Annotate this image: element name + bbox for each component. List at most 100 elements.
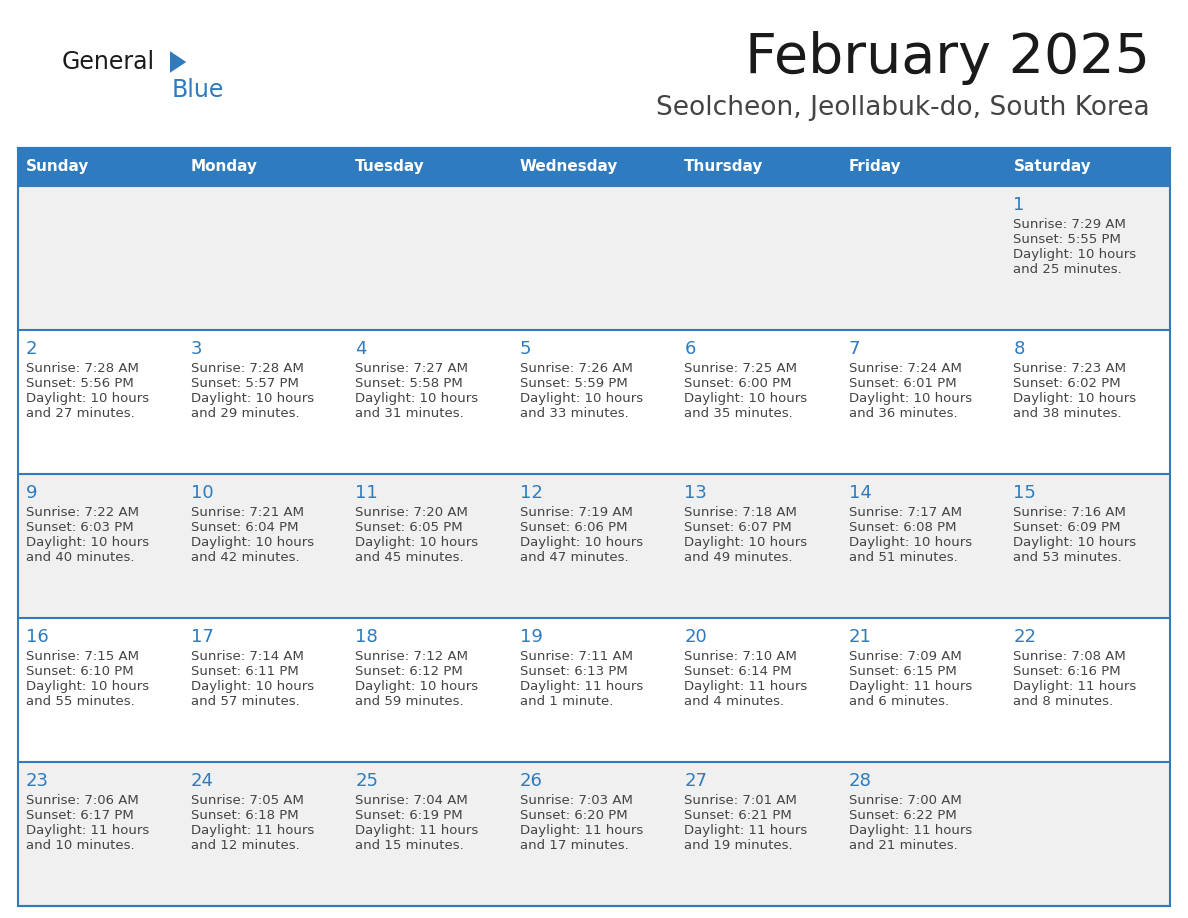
Text: Sunrise: 7:12 AM: Sunrise: 7:12 AM (355, 650, 468, 663)
Text: Daylight: 11 hours: Daylight: 11 hours (355, 824, 479, 837)
Text: and 38 minutes.: and 38 minutes. (1013, 407, 1121, 420)
Text: Daylight: 10 hours: Daylight: 10 hours (849, 392, 972, 405)
Text: Sunset: 5:55 PM: Sunset: 5:55 PM (1013, 233, 1121, 246)
Text: and 45 minutes.: and 45 minutes. (355, 551, 463, 564)
Text: and 21 minutes.: and 21 minutes. (849, 839, 958, 852)
Text: Sunset: 6:02 PM: Sunset: 6:02 PM (1013, 377, 1121, 390)
Text: Sunset: 6:14 PM: Sunset: 6:14 PM (684, 665, 792, 678)
Text: Sunrise: 7:23 AM: Sunrise: 7:23 AM (1013, 362, 1126, 375)
Text: and 49 minutes.: and 49 minutes. (684, 551, 792, 564)
Text: and 42 minutes.: and 42 minutes. (190, 551, 299, 564)
Text: 1: 1 (1013, 196, 1025, 214)
Bar (1005, 762, 1170, 906)
Bar (183, 474, 347, 618)
Text: Daylight: 11 hours: Daylight: 11 hours (519, 824, 643, 837)
Text: Seolcheon, Jeollabuk-do, South Korea: Seolcheon, Jeollabuk-do, South Korea (657, 95, 1150, 121)
Text: and 1 minute.: and 1 minute. (519, 695, 613, 708)
Text: Sunrise: 7:00 AM: Sunrise: 7:00 AM (849, 794, 961, 807)
Bar (347, 474, 512, 618)
Text: Sunset: 6:10 PM: Sunset: 6:10 PM (26, 665, 133, 678)
Text: Tuesday: Tuesday (355, 160, 425, 174)
Text: and 51 minutes.: and 51 minutes. (849, 551, 958, 564)
Text: and 53 minutes.: and 53 minutes. (1013, 551, 1123, 564)
Text: 14: 14 (849, 484, 872, 502)
Bar (512, 618, 676, 762)
Text: Daylight: 10 hours: Daylight: 10 hours (355, 680, 479, 693)
Bar (676, 186, 841, 330)
Text: Thursday: Thursday (684, 160, 764, 174)
Bar (183, 618, 347, 762)
Text: Sunset: 6:12 PM: Sunset: 6:12 PM (355, 665, 463, 678)
Text: and 29 minutes.: and 29 minutes. (190, 407, 299, 420)
Bar (1005, 330, 1170, 474)
Text: 10: 10 (190, 484, 213, 502)
Text: Sunrise: 7:22 AM: Sunrise: 7:22 AM (26, 506, 139, 519)
Text: Sunrise: 7:10 AM: Sunrise: 7:10 AM (684, 650, 797, 663)
Text: and 59 minutes.: and 59 minutes. (355, 695, 463, 708)
Text: and 25 minutes.: and 25 minutes. (1013, 263, 1123, 276)
Text: 20: 20 (684, 628, 707, 646)
Text: 18: 18 (355, 628, 378, 646)
Bar (347, 148, 512, 186)
Text: 19: 19 (519, 628, 543, 646)
Text: 5: 5 (519, 340, 531, 358)
Text: Sunrise: 7:20 AM: Sunrise: 7:20 AM (355, 506, 468, 519)
Text: 16: 16 (26, 628, 49, 646)
Text: Sunset: 6:16 PM: Sunset: 6:16 PM (1013, 665, 1121, 678)
Bar (676, 762, 841, 906)
Text: Sunrise: 7:06 AM: Sunrise: 7:06 AM (26, 794, 139, 807)
Text: Sunset: 6:01 PM: Sunset: 6:01 PM (849, 377, 956, 390)
Text: and 8 minutes.: and 8 minutes. (1013, 695, 1113, 708)
Text: and 4 minutes.: and 4 minutes. (684, 695, 784, 708)
Text: and 19 minutes.: and 19 minutes. (684, 839, 792, 852)
Bar (183, 762, 347, 906)
Text: Daylight: 10 hours: Daylight: 10 hours (849, 536, 972, 549)
Text: and 36 minutes.: and 36 minutes. (849, 407, 958, 420)
Text: and 6 minutes.: and 6 minutes. (849, 695, 949, 708)
Text: 11: 11 (355, 484, 378, 502)
Text: 26: 26 (519, 772, 543, 790)
Bar (18, 186, 183, 330)
Text: Daylight: 10 hours: Daylight: 10 hours (190, 680, 314, 693)
Bar (676, 474, 841, 618)
Bar (183, 186, 347, 330)
Text: Daylight: 11 hours: Daylight: 11 hours (1013, 680, 1137, 693)
Text: Sunrise: 7:24 AM: Sunrise: 7:24 AM (849, 362, 962, 375)
Text: Sunrise: 7:27 AM: Sunrise: 7:27 AM (355, 362, 468, 375)
Text: Sunrise: 7:18 AM: Sunrise: 7:18 AM (684, 506, 797, 519)
Bar (676, 330, 841, 474)
Text: 8: 8 (1013, 340, 1025, 358)
Text: Daylight: 10 hours: Daylight: 10 hours (190, 392, 314, 405)
Bar (676, 618, 841, 762)
Text: Daylight: 11 hours: Daylight: 11 hours (519, 680, 643, 693)
Bar (18, 330, 183, 474)
Text: Daylight: 11 hours: Daylight: 11 hours (849, 824, 972, 837)
Bar (1005, 474, 1170, 618)
Bar (841, 618, 1005, 762)
Text: Sunset: 6:07 PM: Sunset: 6:07 PM (684, 521, 792, 534)
Text: Sunset: 6:21 PM: Sunset: 6:21 PM (684, 809, 792, 822)
Text: Sunrise: 7:16 AM: Sunrise: 7:16 AM (1013, 506, 1126, 519)
Text: 27: 27 (684, 772, 707, 790)
Text: Sunset: 5:58 PM: Sunset: 5:58 PM (355, 377, 463, 390)
Bar (841, 474, 1005, 618)
Bar (183, 330, 347, 474)
Text: and 47 minutes.: and 47 minutes. (519, 551, 628, 564)
Text: 12: 12 (519, 484, 543, 502)
Text: Sunset: 6:03 PM: Sunset: 6:03 PM (26, 521, 133, 534)
Text: General: General (62, 50, 156, 74)
Text: Sunrise: 7:08 AM: Sunrise: 7:08 AM (1013, 650, 1126, 663)
Text: and 15 minutes.: and 15 minutes. (355, 839, 463, 852)
Text: 13: 13 (684, 484, 707, 502)
Text: Sunset: 6:22 PM: Sunset: 6:22 PM (849, 809, 956, 822)
Bar (841, 762, 1005, 906)
Bar (676, 148, 841, 186)
Text: Sunrise: 7:04 AM: Sunrise: 7:04 AM (355, 794, 468, 807)
Text: Blue: Blue (172, 78, 225, 102)
Text: and 27 minutes.: and 27 minutes. (26, 407, 134, 420)
Text: Daylight: 10 hours: Daylight: 10 hours (355, 392, 479, 405)
Text: Sunrise: 7:28 AM: Sunrise: 7:28 AM (26, 362, 139, 375)
Bar (512, 330, 676, 474)
Text: Sunset: 6:09 PM: Sunset: 6:09 PM (1013, 521, 1121, 534)
Text: and 12 minutes.: and 12 minutes. (190, 839, 299, 852)
